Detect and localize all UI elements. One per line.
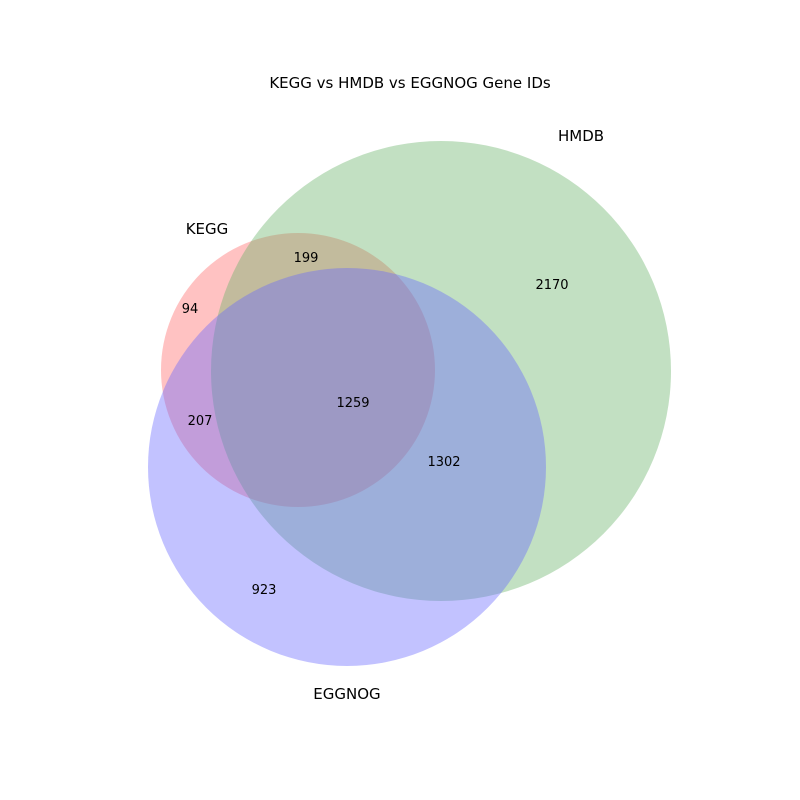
set-label-kegg: KEGG bbox=[186, 220, 229, 238]
region-count-hmdb-eggnog: 1302 bbox=[427, 455, 460, 470]
region-count-kegg-hmdb: 199 bbox=[294, 251, 319, 266]
region-count-hmdb-only: 2170 bbox=[535, 278, 568, 293]
region-count-kegg-only: 94 bbox=[182, 302, 199, 317]
region-count-eggnog-only: 923 bbox=[252, 583, 277, 598]
set-label-eggnog: EGGNOG bbox=[313, 685, 380, 703]
region-count-all-three: 1259 bbox=[336, 396, 369, 411]
chart-title: KEGG vs HMDB vs EGGNOG Gene IDs bbox=[269, 74, 551, 92]
set-circle-eggnog bbox=[148, 268, 546, 666]
region-count-kegg-eggnog: 207 bbox=[188, 414, 213, 429]
venn-circles bbox=[148, 141, 671, 666]
set-label-hmdb: HMDB bbox=[558, 127, 604, 145]
set-circle-kegg bbox=[161, 233, 435, 507]
set-circle-hmdb bbox=[211, 141, 671, 601]
